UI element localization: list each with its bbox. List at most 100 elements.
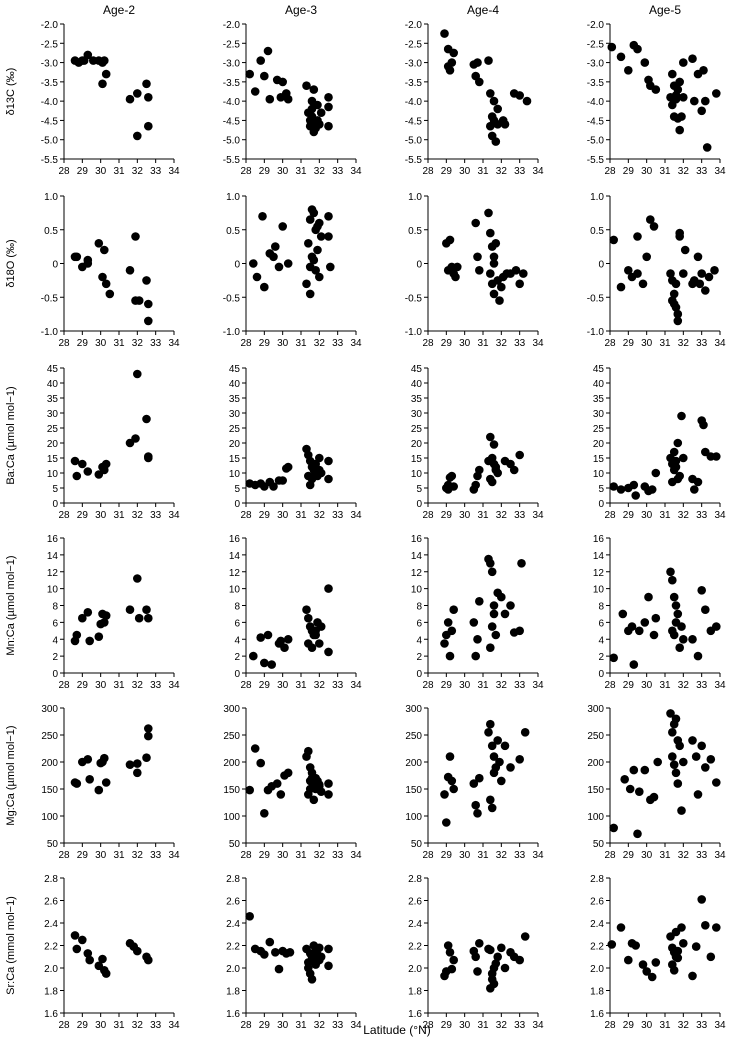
x-tick-label: 33: [150, 1020, 162, 1031]
y-tick-label: 2.2: [226, 942, 240, 953]
y-tick-label: 0: [234, 669, 240, 680]
data-point: [491, 137, 501, 146]
data-point: [473, 252, 482, 262]
y-tick-label: -4.5: [41, 116, 59, 127]
data-point: [260, 809, 269, 818]
x-tick-label: 34: [714, 850, 726, 861]
data-point: [616, 485, 626, 494]
x-tick-label: 28: [240, 680, 252, 691]
x-tick-label: 29: [77, 166, 89, 177]
y-tick-label: 150: [405, 785, 422, 796]
x-tick-label: 32: [314, 166, 326, 177]
y-tick-label: 6: [598, 618, 604, 629]
y-tick-label: 50: [47, 839, 59, 850]
y-tick-label: 1.8: [44, 987, 58, 998]
y-tick-label: -2.5: [587, 39, 605, 50]
x-tick-label: 29: [623, 510, 635, 521]
x-tick-label: 33: [332, 680, 344, 691]
data-point: [445, 948, 455, 957]
data-point: [515, 279, 524, 289]
data-point: [133, 574, 142, 583]
data-point: [701, 763, 710, 772]
x-tick-label: 34: [350, 166, 362, 177]
y-tick-label: 16: [411, 534, 423, 545]
y-tick-label: 300: [587, 704, 604, 715]
y-tick-label: 15: [229, 454, 241, 465]
data-point: [276, 636, 286, 646]
data-point: [697, 269, 706, 278]
data-point: [704, 272, 714, 282]
x-tick-label: 30: [95, 680, 107, 691]
data-point: [509, 465, 519, 475]
x-tick-label: 32: [496, 338, 508, 349]
x-tick-label: 30: [459, 850, 471, 861]
data-point: [515, 91, 524, 100]
data-point: [675, 77, 684, 87]
y-tick-label: 4: [234, 635, 240, 646]
y-tick-label: 14: [411, 551, 423, 562]
y-tick-label: -2.5: [223, 39, 241, 50]
y-tick-label: 0: [234, 499, 240, 510]
y-tick-label: 0: [598, 669, 604, 680]
data-point: [283, 635, 293, 644]
x-tick-label: 28: [604, 850, 616, 861]
x-tick-label: 33: [150, 338, 162, 349]
x-tick-label: 32: [132, 1020, 144, 1031]
y-tick-label: -4.0: [587, 97, 605, 108]
x-tick-label: 28: [58, 850, 70, 861]
y-tick-label: 14: [229, 551, 241, 562]
y-tick-label: 5: [598, 484, 604, 495]
y-tick-label: 30: [229, 409, 241, 420]
y-tick-label: 2.2: [44, 942, 58, 953]
data-point: [515, 626, 524, 636]
data-point: [473, 809, 482, 818]
data-point: [699, 420, 708, 430]
data-point: [98, 954, 107, 964]
data-point: [305, 215, 315, 224]
data-point: [324, 212, 333, 221]
y-tick-label: -2.0: [223, 20, 241, 31]
y-tick-label: 8: [52, 602, 58, 613]
x-tick-label: 28: [422, 850, 434, 861]
y-tick-label: 0: [52, 669, 58, 680]
data-point: [701, 921, 710, 930]
data-point: [324, 779, 333, 788]
data-point: [324, 944, 333, 954]
data-point: [267, 660, 277, 669]
y-tick-label: 1.0: [44, 192, 58, 203]
x-tick-label: 28: [58, 510, 70, 521]
x-tick-label: 33: [150, 510, 162, 521]
x-tick-label: 29: [77, 850, 89, 861]
data-point: [651, 958, 661, 967]
y-tick-label: -3.5: [405, 78, 423, 89]
x-tick-label: 32: [314, 338, 326, 349]
data-point: [72, 471, 82, 481]
y-tick-label: 300: [405, 704, 422, 715]
data-point: [500, 963, 510, 973]
x-tick-label: 31: [113, 338, 125, 349]
data-point: [245, 69, 254, 79]
data-point: [675, 125, 684, 135]
data-point: [486, 719, 495, 729]
data-point: [72, 252, 82, 262]
data-point: [690, 485, 699, 494]
data-point: [316, 108, 326, 117]
data-point: [489, 601, 499, 610]
data-point: [101, 69, 111, 79]
x-tick-label: 29: [623, 850, 635, 861]
data-point: [304, 471, 313, 481]
data-point: [85, 955, 94, 965]
y-tick-label: 1.6: [408, 1009, 422, 1020]
y-tick-label: 15: [47, 454, 59, 465]
data-point: [245, 912, 254, 921]
y-tick-label: 25: [229, 424, 241, 435]
data-point: [315, 943, 324, 953]
data-point: [706, 952, 716, 962]
data-point: [324, 121, 333, 131]
y-tick-label: -5.5: [587, 155, 605, 166]
data-point: [94, 785, 104, 795]
data-point: [471, 218, 481, 228]
x-tick-label: 33: [150, 166, 162, 177]
y-tick-label: 2.0: [590, 964, 604, 975]
data-point: [491, 239, 501, 248]
